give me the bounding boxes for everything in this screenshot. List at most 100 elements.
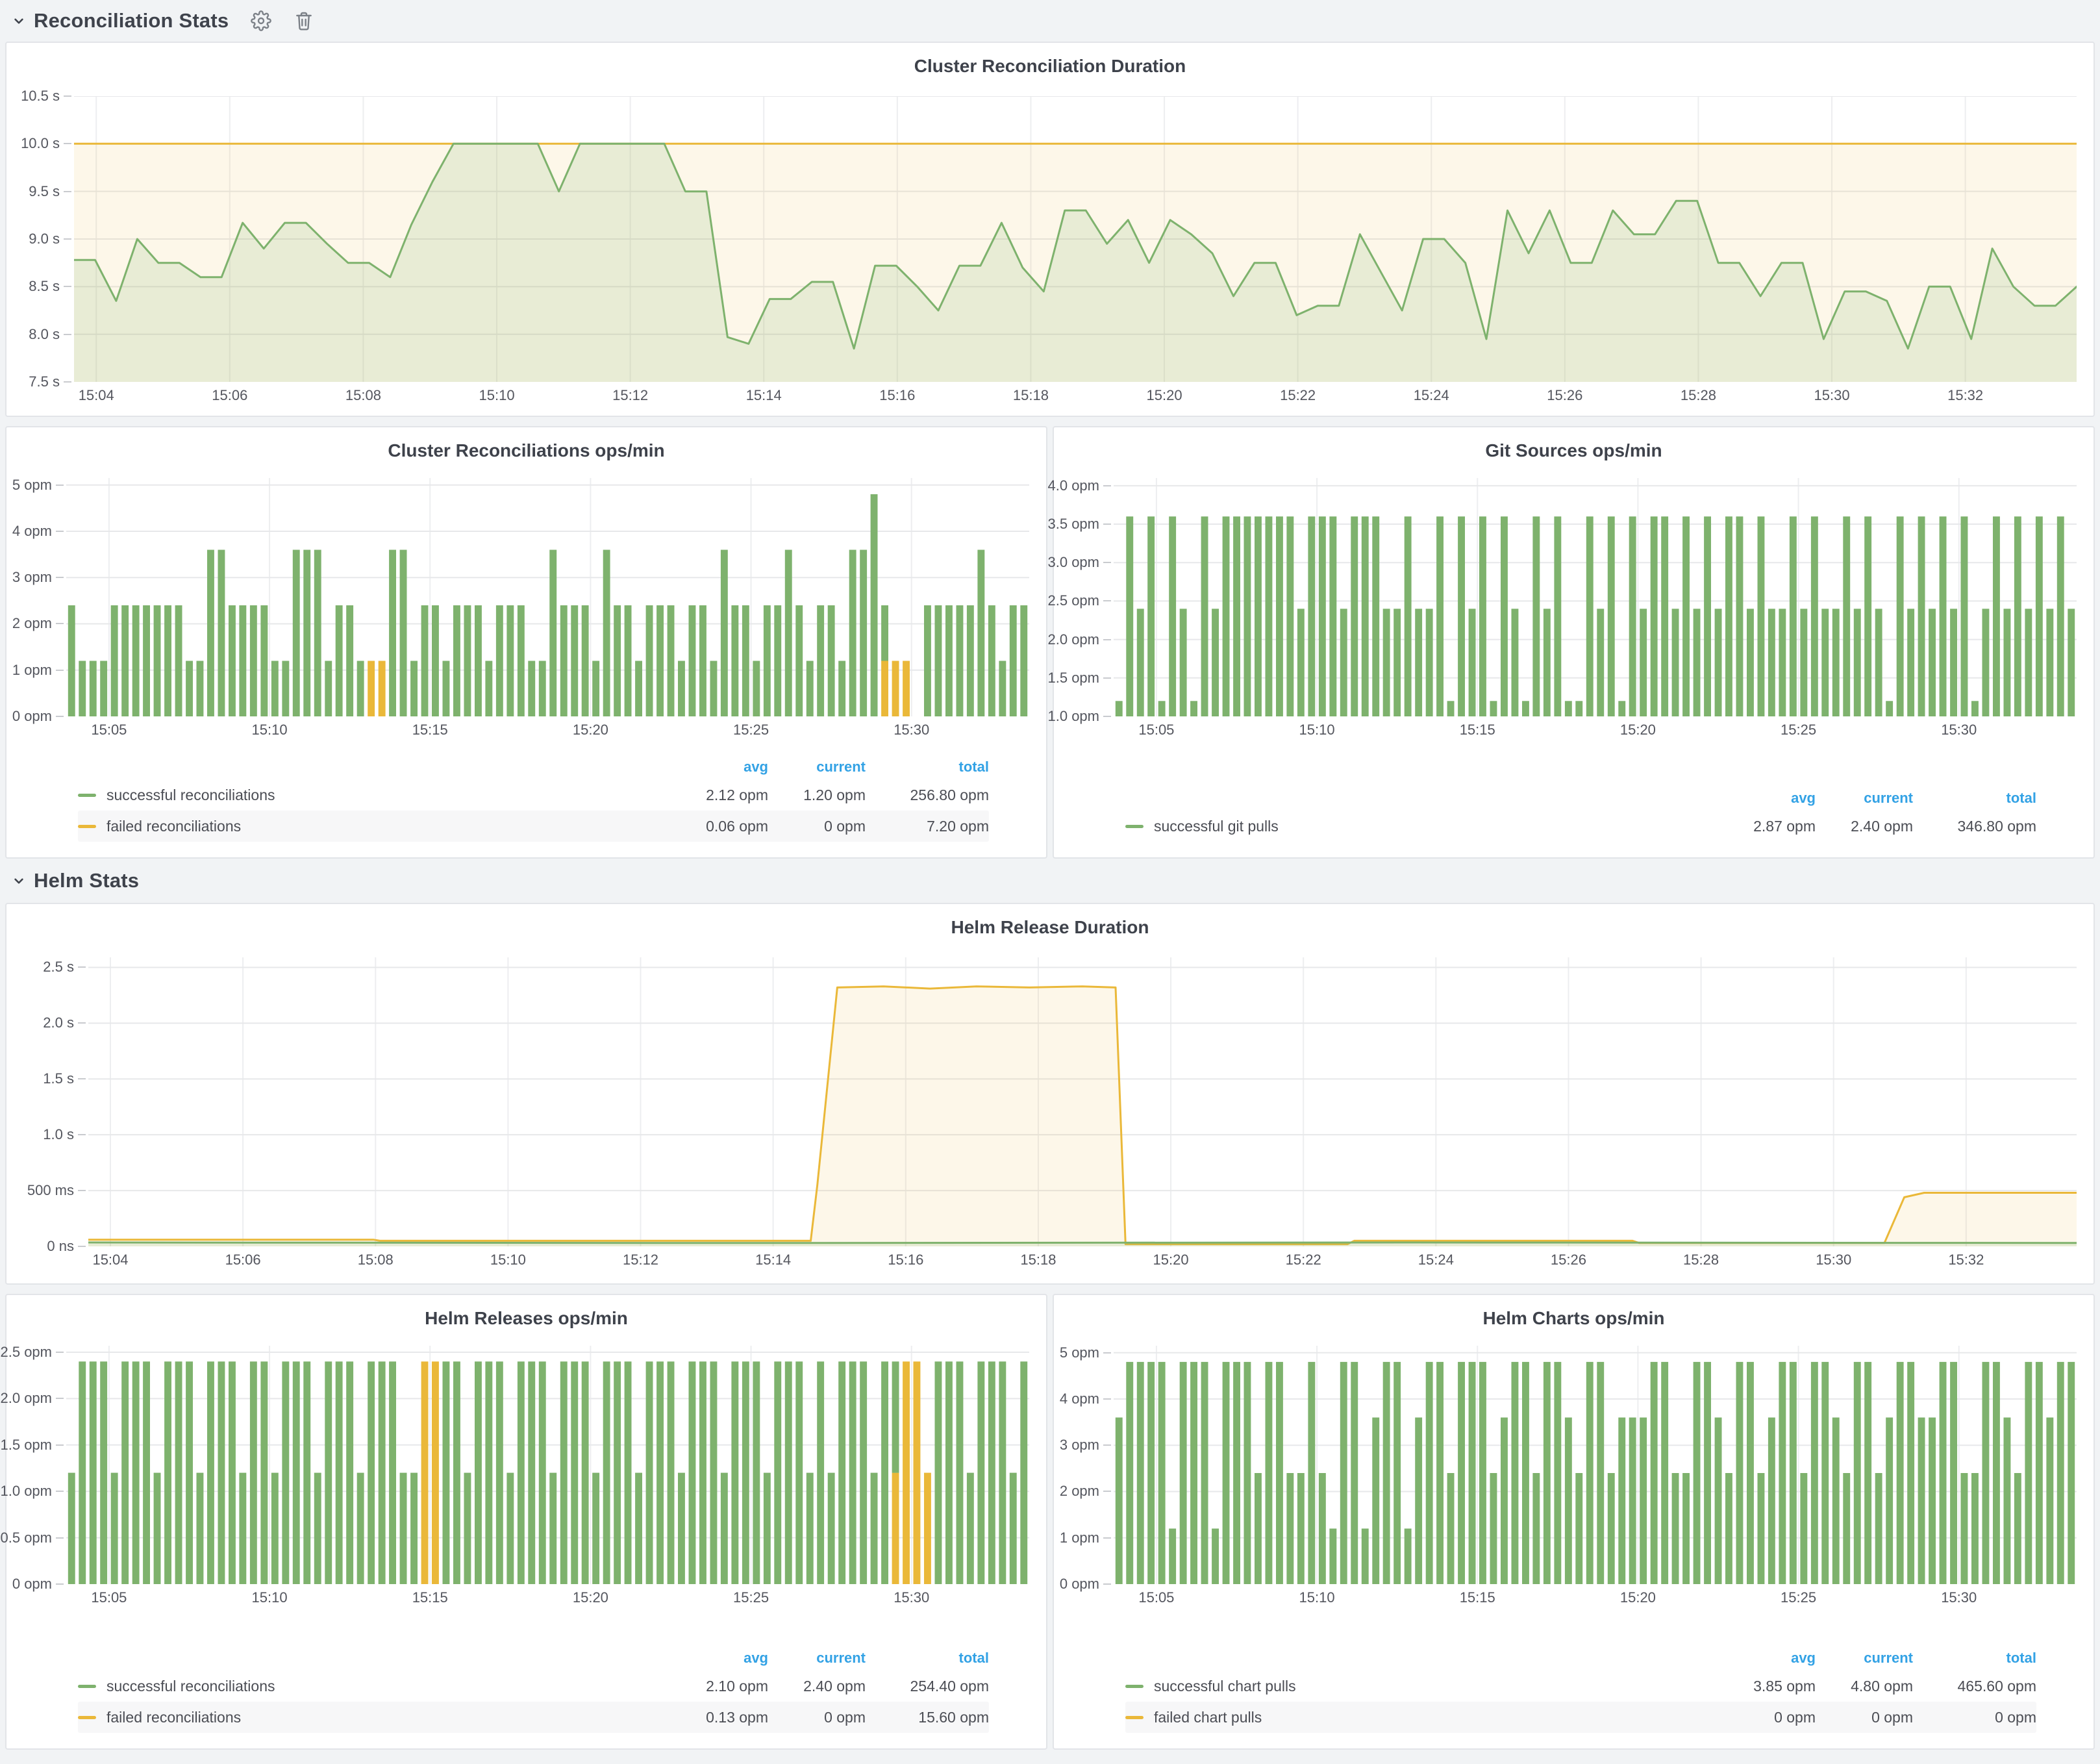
y-tick-label: 2.0 s (43, 1014, 74, 1031)
legend-sort-total[interactable]: total (958, 759, 989, 775)
y-tick-mark (56, 1583, 64, 1585)
chart-canvas-helm-releases[interactable] (66, 1346, 1029, 1584)
panel-title[interactable]: Helm Release Duration (951, 917, 1149, 937)
legend-sort-avg[interactable]: avg (1791, 1650, 1816, 1666)
y-tick-mark (1103, 523, 1111, 525)
legend-sort-current[interactable]: current (816, 1650, 866, 1666)
y-tick-label: 1.5 opm (0, 1436, 53, 1453)
panel-title[interactable]: Helm Releases ops/min (425, 1308, 628, 1328)
panel-git-sources-opm: Git Sources ops/min 4.0 opm 3.5 opm 3.0 op… (1048, 426, 2095, 859)
y-tick-mark (56, 530, 64, 532)
legend-series-label[interactable]: successful reconciliations (106, 786, 275, 803)
y-tick-mark (64, 333, 71, 335)
x-tick-label: 15:20 (572, 1589, 608, 1606)
y-tick-label: 2.5 s (43, 959, 74, 976)
trash-icon[interactable] (294, 10, 314, 31)
series-color-dash-icon (78, 824, 96, 828)
legend-header-row: avg current total (1125, 1646, 2036, 1670)
panel-title[interactable]: Cluster Reconciliations ops/min (388, 440, 665, 460)
legend-header-row: avg current total (1125, 786, 2036, 811)
series-color-dash-icon (78, 1715, 96, 1719)
section-title[interactable]: Reconciliation Stats (34, 9, 229, 32)
legend: avg current total successful git pulls 2… (1054, 786, 2094, 842)
legend-current-value: 0 opm (824, 817, 866, 835)
y-tick-label: 1 opm (12, 661, 52, 678)
x-tick-label: 15:10 (490, 1252, 526, 1268)
x-tick-label: 15:20 (1619, 722, 1656, 738)
legend-sort-current[interactable]: current (1864, 1650, 1913, 1666)
y-tick-label: 2.0 opm (0, 1390, 53, 1407)
x-tick-label: 15:24 (1413, 387, 1449, 403)
series-color-dash-icon (78, 793, 96, 797)
chart-canvas-cluster-reconciliation-duration[interactable] (74, 96, 2077, 382)
y-tick-label: 0 opm (12, 1576, 52, 1592)
x-tick-label: 15:30 (1816, 1252, 1852, 1268)
chart-canvas-helm-release-duration[interactable] (88, 957, 2077, 1246)
legend-row-successful-chart-pulls: successful chart pulls 3.85 opm 4.80 opm… (1125, 1670, 2036, 1702)
chevron-down-icon[interactable] (10, 12, 27, 29)
y-tick-label: 3.0 opm (1047, 554, 1100, 571)
y-tick-mark (56, 669, 64, 671)
legend-sort-current[interactable]: current (816, 759, 866, 775)
section-title[interactable]: Helm Stats (34, 869, 140, 892)
x-tick-label: 15:30 (894, 1589, 930, 1606)
y-axis: 2.5 s 2.0 s 1.5 s 1.0 s 500 ms 0 ns (6, 957, 88, 1254)
y-tick-label: 1 opm (1059, 1529, 1099, 1546)
y-tick-mark (56, 577, 64, 579)
y-tick-mark (1103, 600, 1111, 602)
legend-sort-total[interactable]: total (2006, 790, 2036, 806)
gear-icon[interactable] (251, 10, 272, 31)
y-tick-mark (56, 1351, 64, 1353)
y-tick-mark (56, 484, 64, 486)
panel-title[interactable]: Helm Charts ops/min (1482, 1308, 1665, 1328)
x-tick-label: 15:04 (78, 387, 114, 403)
x-tick-label: 15:28 (1680, 387, 1716, 403)
x-tick-label: 15:16 (879, 387, 916, 403)
x-tick-label: 15:14 (745, 387, 782, 403)
legend-sort-avg[interactable]: avg (744, 759, 768, 775)
y-tick-label: 2 opm (1059, 1483, 1099, 1500)
series-color-dash-icon (1125, 1715, 1144, 1719)
y-tick-mark (64, 143, 71, 145)
legend-sort-current[interactable]: current (1864, 790, 1913, 806)
legend-series-label[interactable]: successful reconciliations (106, 1677, 275, 1695)
series-color-dash-icon (1125, 824, 1144, 828)
legend-total-value: 15.60 opm (918, 1708, 989, 1726)
x-axis: 15:04 15:06 15:08 15:10 15:12 15:14 15:16 15:18… (74, 382, 2077, 409)
chevron-down-icon[interactable] (10, 872, 27, 889)
panel-title[interactable]: Cluster Reconciliation Duration (914, 56, 1186, 76)
y-tick-label: 7.5 s (29, 373, 60, 390)
y-tick-mark (78, 1246, 86, 1247)
y-tick-label: 3.5 opm (1047, 516, 1100, 533)
y-tick-label: 2.5 opm (0, 1343, 53, 1360)
x-tick-label: 15:05 (1138, 722, 1175, 738)
y-tick-label: 2 opm (12, 615, 52, 632)
x-tick-label: 15:15 (1459, 722, 1495, 738)
panel-title[interactable]: Git Sources ops/min (1485, 440, 1662, 460)
y-tick-mark (64, 238, 71, 240)
y-tick-mark (56, 1537, 64, 1539)
y-tick-mark (78, 1134, 86, 1136)
legend-series-label[interactable]: successful git pulls (1154, 817, 1279, 835)
legend-sort-total[interactable]: total (2006, 1650, 2036, 1666)
legend-row-successful-reconciliations: successful reconciliations 2.10 opm 2.40… (78, 1670, 989, 1702)
y-tick-label: 1.0 s (43, 1126, 74, 1143)
chart-canvas-cluster-reconciliations[interactable] (66, 478, 1029, 716)
legend-series-label[interactable]: failed reconciliations (106, 817, 242, 835)
y-axis: 10.5 s 10.0 s 9.5 s 9.0 s 8.5 s 8.0 s 7.5 s (6, 88, 74, 390)
legend-series-label[interactable]: successful chart pulls (1154, 1677, 1296, 1695)
legend-sort-total[interactable]: total (958, 1650, 989, 1666)
legend-sort-avg[interactable]: avg (744, 1650, 768, 1666)
y-tick-label: 9.5 s (29, 183, 60, 199)
chart-canvas-helm-charts[interactable] (1114, 1346, 2077, 1584)
legend-total-value: 465.60 opm (1957, 1677, 2036, 1695)
x-tick-label: 15:12 (622, 1252, 659, 1268)
legend-total-value: 0 opm (1995, 1708, 2036, 1726)
x-tick-label: 15:06 (212, 387, 248, 403)
y-tick-label: 2.5 opm (1047, 592, 1100, 609)
legend-avg-value: 0.13 opm (706, 1708, 768, 1726)
legend-series-label[interactable]: failed chart pulls (1154, 1708, 1262, 1726)
chart-canvas-git-sources[interactable] (1114, 478, 2077, 716)
legend-series-label[interactable]: failed reconciliations (106, 1708, 242, 1726)
legend-sort-avg[interactable]: avg (1791, 790, 1816, 806)
